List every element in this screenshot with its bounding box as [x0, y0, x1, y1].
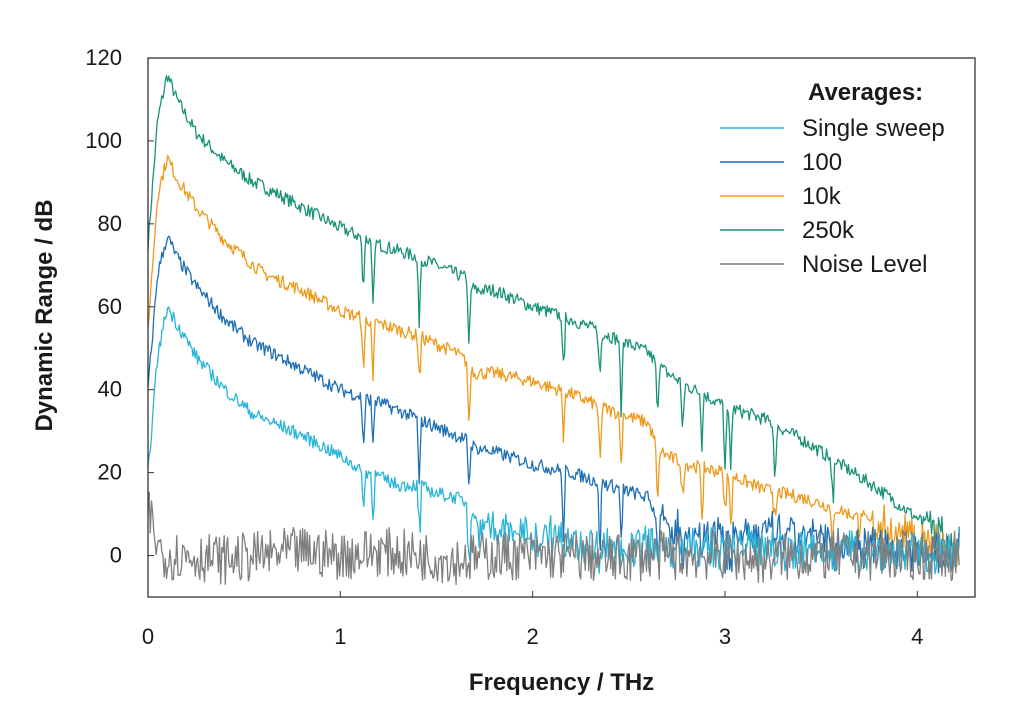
legend-label-single-sweep: Single sweep: [802, 115, 945, 142]
legend-label-10k: 10k: [802, 183, 842, 210]
x-tick-label: 3: [719, 624, 731, 649]
x-tick-label: 0: [142, 624, 154, 649]
legend-label-noise-level: Noise Level: [802, 251, 927, 278]
y-tick-label: 120: [85, 45, 122, 70]
legend: Averages: Single sweep 100 10k 250k Noise Le…: [720, 79, 945, 278]
y-tick-label: 60: [98, 294, 122, 319]
y-tick-label: 40: [98, 377, 122, 402]
y-tick-label: 0: [110, 543, 122, 568]
y-tick-label: 80: [98, 211, 122, 236]
y-tick-label: 100: [85, 128, 122, 153]
axis-ticks: [147, 57, 918, 597]
x-tick-label: 4: [911, 624, 923, 649]
legend-label-250k: 250k: [802, 217, 855, 244]
x-tick-label: 2: [527, 624, 539, 649]
x-tick-label: 1: [334, 624, 346, 649]
plot-area: [148, 74, 960, 586]
x-axis-title: Frequency / THz: [469, 669, 654, 696]
series-line-250k: [148, 74, 960, 563]
legend-label-100: 100: [802, 149, 842, 176]
legend-title: Averages:: [808, 79, 923, 106]
y-tick-label: 20: [98, 460, 122, 485]
series-line-10k: [148, 154, 960, 567]
series-line-100: [148, 235, 960, 574]
y-axis-title: Dynamic Range / dB: [31, 199, 58, 431]
plot-frame: [147, 57, 976, 598]
tick-labels: 0 20 40 60 80 100 120 0 1 2 3 4: [85, 45, 923, 649]
series-line-noise-level: [148, 491, 960, 586]
